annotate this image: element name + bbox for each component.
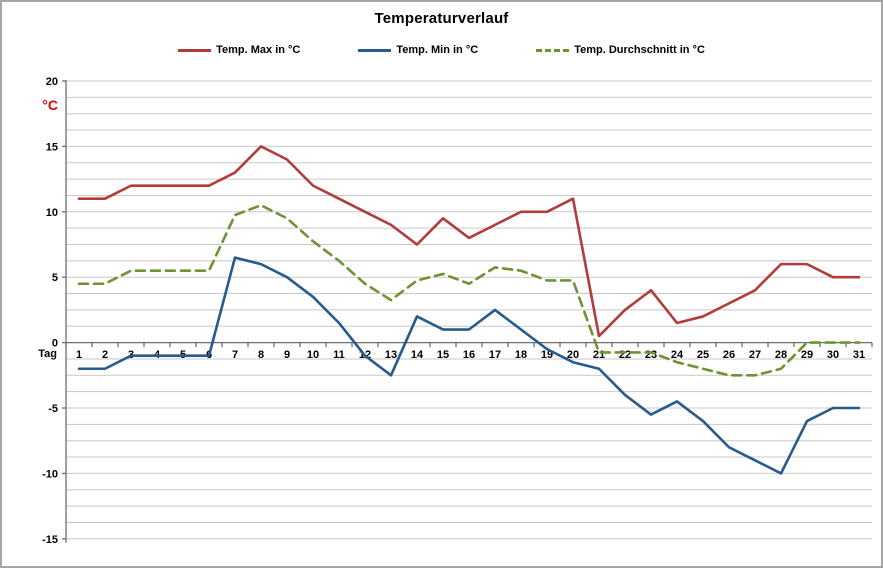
x-tick-label: 25 — [697, 349, 709, 361]
x-tick-label: 16 — [463, 349, 475, 361]
x-tick-label: 14 — [411, 349, 424, 361]
y-tick-label: 0 — [52, 338, 58, 350]
y-tick-label: 10 — [46, 207, 58, 219]
x-tick-label: 15 — [437, 349, 449, 361]
x-tick-label: 21 — [593, 349, 605, 361]
x-tick-label: 7 — [232, 349, 238, 361]
y-tick-label: -15 — [42, 534, 58, 546]
y-tick-label: 5 — [52, 272, 58, 284]
x-tick-label: 2 — [102, 349, 108, 361]
x-tick-label: 24 — [671, 349, 684, 361]
x-tick-label: 28 — [775, 349, 787, 361]
y-tick-label: 20 — [46, 76, 58, 88]
series-line-temp-durchschnitt-in-c — [77, 203, 861, 377]
x-tick-label: 8 — [258, 349, 264, 361]
series-line-temp-min-in-c — [77, 256, 861, 475]
y-tick-label: -10 — [42, 468, 58, 480]
legend-entry: Temp. Max in °C — [178, 44, 300, 56]
series-line-temp-max-in-c — [77, 145, 861, 338]
x-tick-label: 22 — [619, 349, 631, 361]
legend-label: Temp. Durchschnitt in °C — [574, 44, 705, 56]
x-tick-label: 10 — [307, 349, 319, 361]
legend-line-swatch — [358, 48, 392, 52]
legend-entry: Temp. Min in °C — [358, 44, 478, 56]
legend-label: Temp. Min in °C — [396, 44, 479, 56]
y-axis-unit-label: °C — [42, 97, 58, 113]
x-tick-label: 30 — [827, 349, 839, 361]
x-tick-label: 13 — [385, 349, 397, 361]
x-tick-label: 23 — [645, 349, 657, 361]
y-tick-label: 15 — [46, 141, 58, 153]
x-tick-label: 29 — [801, 349, 813, 361]
x-tick-label: 31 — [853, 349, 865, 361]
x-tick-label: 26 — [723, 349, 735, 361]
x-tick-label: 17 — [489, 349, 501, 361]
x-tick-label: 27 — [749, 349, 761, 361]
x-tick-label: 18 — [515, 349, 527, 361]
chart-title: Temperaturverlauf — [374, 10, 509, 27]
legend-label: Temp. Max in °C — [216, 44, 301, 56]
x-tick-label: 9 — [284, 349, 290, 361]
legend-line-swatch — [178, 48, 212, 52]
x-tick-label: 11 — [333, 349, 345, 361]
x-tick-label: 20 — [567, 349, 579, 361]
x-tick-label: 1 — [76, 349, 82, 361]
legend-line-swatch — [536, 48, 570, 52]
legend-entry: Temp. Durchschnitt in °C — [536, 44, 705, 56]
y-tick-label: -5 — [48, 403, 58, 415]
legend: Temp. Max in °C Temp. Min in °C Temp. Durc… — [2, 44, 881, 56]
x-axis-title: Tag — [38, 348, 57, 360]
